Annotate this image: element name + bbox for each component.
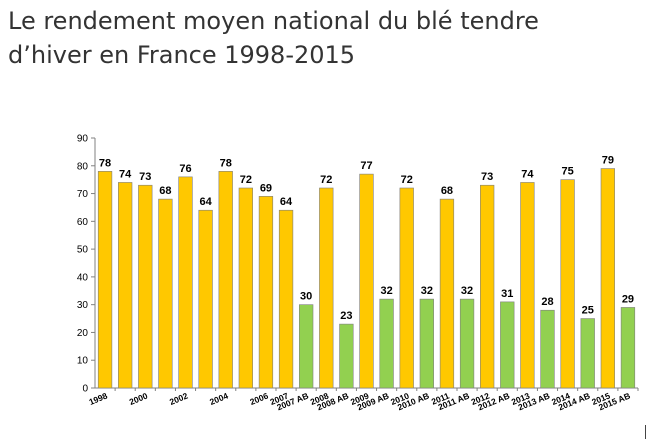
bar [500,301,515,389]
bar-value-label: 64 [280,196,293,208]
bar-value-label: 72 [240,174,252,186]
bar [299,304,314,389]
x-tick-label: 1998 [88,390,110,406]
bar [580,318,595,389]
bar-value-label: 78 [99,157,111,169]
chart-container: 0 10 20 30 40 50 60 70 80 90 78 1998 74 73 2000 68 76 200… [40,118,660,444]
bar [459,298,475,389]
bar-value-label: 30 [300,291,312,303]
bar [258,196,274,389]
bar [118,182,133,389]
y-tick-label: 30 [77,300,89,311]
bar [319,187,334,389]
bar [238,187,253,389]
bar-value-label: 64 [199,196,212,208]
bar-value-label: 23 [340,310,352,322]
bar-value-label: 76 [179,163,191,175]
bar-value-label: 68 [441,185,453,197]
bar [379,298,394,389]
y-tick-label: 90 [77,134,89,145]
x-tick-label: 2004 [208,390,230,406]
x-tick-label: 2000 [128,390,150,406]
bar-value-label: 77 [360,160,372,172]
bar [97,171,113,389]
bar-value-label: 75 [561,166,573,178]
bar [158,198,173,389]
y-tick-label: 40 [77,272,89,283]
bar [520,182,535,389]
y-tick-label: 60 [77,217,89,228]
x-tick-label: 2002 [168,390,190,406]
bar-value-label: 32 [421,285,433,297]
bar [540,309,555,389]
bar [600,168,615,389]
bar [419,298,434,389]
bar-value-label: 73 [139,171,151,183]
page-title: Le rendement moyen national du blé tendr… [8,4,648,72]
bar [138,184,153,389]
bar-value-label: 78 [220,157,232,169]
title-line-2: d’hiver en France 1998-2015 [8,41,356,69]
bar-value-label: 29 [622,293,634,305]
bar-chart: 0 10 20 30 40 50 60 70 80 90 78 1998 74 73 2000 68 76 200… [77,134,639,412]
bar [178,176,193,389]
bar-value-label: 32 [380,285,392,297]
bar-value-label: 31 [501,288,513,300]
bar-value-label: 74 [521,168,534,180]
bar [218,171,233,389]
y-tick-label: 80 [77,161,89,172]
bar [339,323,354,389]
bar [480,184,495,389]
bar [560,179,575,389]
y-tick-label: 0 [82,384,88,395]
bar [198,209,213,389]
y-tick-label: 20 [77,328,89,339]
bar-value-label: 25 [582,305,594,317]
y-tick-label: 10 [77,356,89,367]
bar-value-label: 72 [320,174,332,186]
bar-value-label: 69 [260,182,272,194]
bar-value-label: 28 [541,296,553,308]
bar [620,307,636,389]
edge-marker [645,425,646,439]
bar [399,187,414,389]
y-tick-label: 50 [77,245,89,256]
x-tick-label: 2006 [248,390,270,406]
bar-value-label: 74 [119,168,132,180]
bar-value-label: 68 [159,185,171,197]
title-line-1: Le rendement moyen national du blé tendr… [8,7,539,35]
bar [278,209,294,389]
bar-value-label: 73 [481,171,493,183]
bar-value-label: 72 [401,174,413,186]
bar [439,198,455,389]
bar [359,173,374,389]
y-tick-label: 70 [77,189,89,200]
bar-value-label: 32 [461,285,473,297]
bar-value-label: 79 [602,155,614,167]
